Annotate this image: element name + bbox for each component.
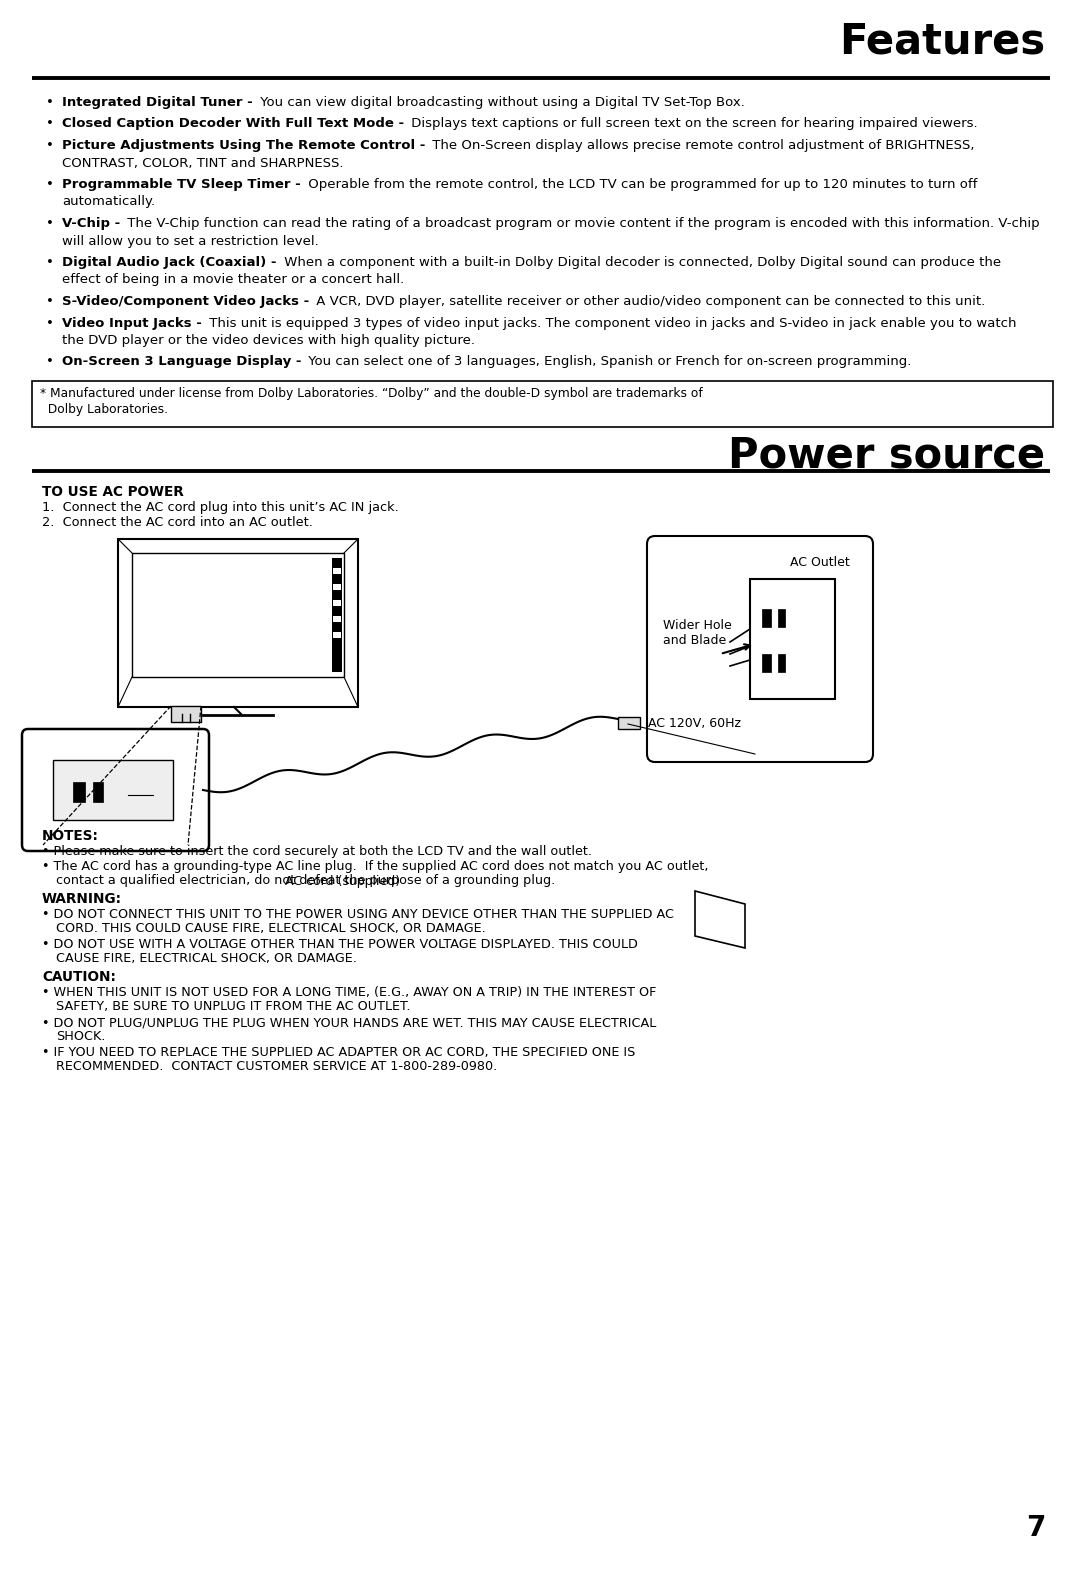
Text: •: •: [46, 256, 54, 268]
Bar: [333, 600, 341, 606]
Text: Video Input Jacks -: Video Input Jacks -: [62, 317, 202, 330]
Text: The On-Screen display allows precise remote control adjustment of BRIGHTNESS,: The On-Screen display allows precise rem…: [429, 140, 975, 152]
Text: 7: 7: [1026, 1513, 1045, 1542]
Bar: [762, 655, 771, 672]
Bar: [332, 557, 342, 672]
Text: effect of being in a movie theater or a concert hall.: effect of being in a movie theater or a …: [62, 273, 404, 286]
Bar: [750, 579, 835, 699]
Text: • Please make sure to insert the cord securely at both the LCD TV and the wall o: • Please make sure to insert the cord se…: [42, 845, 592, 857]
Text: Displays text captions or full screen text on the screen for hearing impaired vi: Displays text captions or full screen te…: [407, 118, 977, 130]
Bar: [93, 782, 103, 802]
Text: Wider Hole
and Blade: Wider Hole and Blade: [663, 619, 732, 647]
Text: Programmable TV Sleep Timer -: Programmable TV Sleep Timer -: [62, 177, 300, 192]
Bar: [618, 717, 640, 728]
Text: Dolby Laboratories.: Dolby Laboratories.: [40, 403, 168, 416]
FancyBboxPatch shape: [22, 728, 210, 851]
Text: This unit is equipped 3 types of video input jacks. The component video in jacks: This unit is equipped 3 types of video i…: [205, 317, 1016, 330]
Bar: [53, 760, 173, 820]
Text: contact a qualified electrician, do not defeat the purpose of a grounding plug.: contact a qualified electrician, do not …: [56, 874, 555, 887]
Text: 1.  Connect the AC cord plug into this unit’s AC IN jack.: 1. Connect the AC cord plug into this un…: [42, 501, 399, 513]
Text: TO USE AC POWER: TO USE AC POWER: [42, 485, 184, 499]
Text: AC 120V, 60Hz: AC 120V, 60Hz: [648, 716, 741, 730]
Text: AC Outlet: AC Outlet: [791, 556, 850, 568]
Text: A VCR, DVD player, satellite receiver or other audio/video component can be conn: A VCR, DVD player, satellite receiver or…: [312, 295, 986, 308]
Bar: [333, 568, 341, 575]
Bar: [32, 382, 1053, 427]
Bar: [333, 633, 341, 637]
Text: automatically.: automatically.: [62, 196, 156, 209]
Bar: [778, 655, 785, 672]
Text: Integrated Digital Tuner -: Integrated Digital Tuner -: [62, 96, 253, 108]
Bar: [132, 553, 345, 677]
Text: You can select one of 3 languages, English, Spanish or French for on-screen prog: You can select one of 3 languages, Engli…: [305, 355, 912, 369]
Bar: [333, 615, 341, 622]
Text: • DO NOT CONNECT THIS UNIT TO THE POWER USING ANY DEVICE OTHER THAN THE SUPPLIED: • DO NOT CONNECT THIS UNIT TO THE POWER …: [42, 907, 674, 922]
Text: CAUTION:: CAUTION:: [42, 970, 116, 984]
Bar: [73, 782, 85, 802]
Text: •: •: [46, 177, 54, 192]
Text: Power source: Power source: [728, 435, 1045, 477]
Text: CORD. THIS COULD CAUSE FIRE, ELECTRICAL SHOCK, OR DAMAGE.: CORD. THIS COULD CAUSE FIRE, ELECTRICAL …: [56, 922, 486, 936]
FancyBboxPatch shape: [647, 535, 873, 761]
Text: • The AC cord has a grounding-type AC line plug.  If the supplied AC cord does n: • The AC cord has a grounding-type AC li…: [42, 860, 708, 873]
Text: •: •: [46, 317, 54, 330]
Text: • DO NOT USE WITH A VOLTAGE OTHER THAN THE POWER VOLTAGE DISPLAYED. THIS COULD: • DO NOT USE WITH A VOLTAGE OTHER THAN T…: [42, 937, 638, 951]
Text: •: •: [46, 295, 54, 308]
Text: When a component with a built-in Dolby Digital decoder is connected, Dolby Digit: When a component with a built-in Dolby D…: [280, 256, 1001, 268]
Text: the DVD player or the video devices with high quality picture.: the DVD player or the video devices with…: [62, 334, 475, 347]
Text: Picture Adjustments Using The Remote Control -: Picture Adjustments Using The Remote Con…: [62, 140, 426, 152]
Text: will allow you to set a restriction level.: will allow you to set a restriction leve…: [62, 234, 319, 248]
Text: CONTRAST, COLOR, TINT and SHARPNESS.: CONTRAST, COLOR, TINT and SHARPNESS.: [62, 157, 343, 170]
Text: The V-Chip function can read the rating of a broadcast program or movie content : The V-Chip function can read the rating …: [123, 217, 1040, 229]
Text: Closed Caption Decoder With Full Text Mode -: Closed Caption Decoder With Full Text Mo…: [62, 118, 404, 130]
Text: WARNING:: WARNING:: [42, 892, 122, 906]
Text: Digital Audio Jack (Coaxial) -: Digital Audio Jack (Coaxial) -: [62, 256, 276, 268]
Text: SAFETY, BE SURE TO UNPLUG IT FROM THE AC OUTLET.: SAFETY, BE SURE TO UNPLUG IT FROM THE AC…: [56, 1000, 410, 1013]
Text: On-Screen 3 Language Display -: On-Screen 3 Language Display -: [62, 355, 301, 369]
Text: • DO NOT PLUG/UNPLUG THE PLUG WHEN YOUR HANDS ARE WET. THIS MAY CAUSE ELECTRICAL: • DO NOT PLUG/UNPLUG THE PLUG WHEN YOUR …: [42, 1016, 657, 1028]
Text: You can view digital broadcasting without using a Digital TV Set-Top Box.: You can view digital broadcasting withou…: [256, 96, 744, 108]
Bar: [778, 609, 785, 626]
Text: SHOCK.: SHOCK.: [56, 1030, 106, 1042]
Bar: [333, 584, 341, 590]
Bar: [762, 609, 771, 626]
Text: RECOMMENDED.  CONTACT CUSTOMER SERVICE AT 1-800-289-0980.: RECOMMENDED. CONTACT CUSTOMER SERVICE AT…: [56, 1060, 497, 1072]
Text: •: •: [46, 217, 54, 229]
Text: • IF YOU NEED TO REPLACE THE SUPPLIED AC ADAPTER OR AC CORD, THE SPECIFIED ONE I: • IF YOU NEED TO REPLACE THE SUPPLIED AC…: [42, 1046, 635, 1060]
Text: NOTES:: NOTES:: [42, 829, 99, 843]
Text: •: •: [46, 96, 54, 108]
Text: •: •: [46, 355, 54, 369]
Text: •: •: [46, 118, 54, 130]
Text: • WHEN THIS UNIT IS NOT USED FOR A LONG TIME, (E.G., AWAY ON A TRIP) IN THE INTE: • WHEN THIS UNIT IS NOT USED FOR A LONG …: [42, 986, 657, 999]
Bar: [171, 706, 201, 722]
Text: Operable from the remote control, the LCD TV can be programmed for up to 120 min: Operable from the remote control, the LC…: [303, 177, 977, 192]
Text: 2.  Connect the AC cord into an AC outlet.: 2. Connect the AC cord into an AC outlet…: [42, 517, 313, 529]
Text: Features: Features: [839, 20, 1045, 61]
Text: S-Video/Component Video Jacks -: S-Video/Component Video Jacks -: [62, 295, 309, 308]
Text: CAUSE FIRE, ELECTRICAL SHOCK, OR DAMAGE.: CAUSE FIRE, ELECTRICAL SHOCK, OR DAMAGE.: [56, 951, 356, 966]
Text: •: •: [46, 140, 54, 152]
Text: V-Chip -: V-Chip -: [62, 217, 120, 229]
Bar: [118, 539, 357, 706]
Text: AC cord (supplied): AC cord (supplied): [285, 874, 401, 889]
Text: * Manufactured under license from Dolby Laboratories. “Dolby” and the double-D s: * Manufactured under license from Dolby …: [40, 386, 703, 400]
